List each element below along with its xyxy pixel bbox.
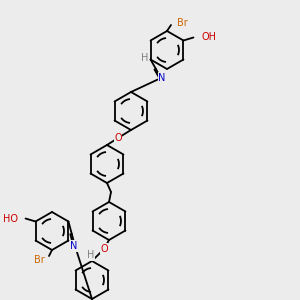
Text: H: H [141, 53, 149, 63]
Text: H: H [87, 250, 95, 260]
Text: Br: Br [34, 255, 45, 265]
Text: N: N [70, 241, 78, 251]
Text: OH: OH [202, 32, 217, 43]
Text: HO: HO [2, 214, 17, 224]
Text: O: O [114, 133, 122, 143]
Text: N: N [158, 73, 166, 83]
Text: O: O [100, 244, 108, 254]
Text: Br: Br [177, 18, 188, 28]
